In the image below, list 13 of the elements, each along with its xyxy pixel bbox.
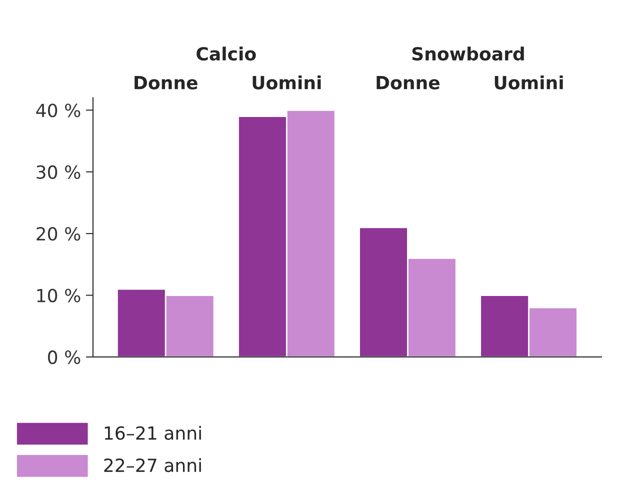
text: Snowboard: [412, 46, 524, 61]
y-tick-label: 40 %: [36, 104, 80, 118]
legend-label: 16–21 anni: [104, 426, 201, 440]
x-tick-label: Donne: [376, 76, 440, 90]
y-tick-label: 10 %: [37, 288, 80, 302]
legend-label: 22–27 anni: [104, 458, 201, 472]
x-tick-label: Donne: [134, 76, 198, 90]
y-tick-label: 20 %: [36, 227, 80, 241]
y-tick-label: 30 %: [36, 165, 80, 179]
y-tick-label: 0 %: [48, 350, 80, 364]
x-tick-label: Uomini: [494, 75, 563, 90]
x-tick-label: Uomini: [252, 75, 321, 90]
text: Calcio: [196, 46, 256, 61]
